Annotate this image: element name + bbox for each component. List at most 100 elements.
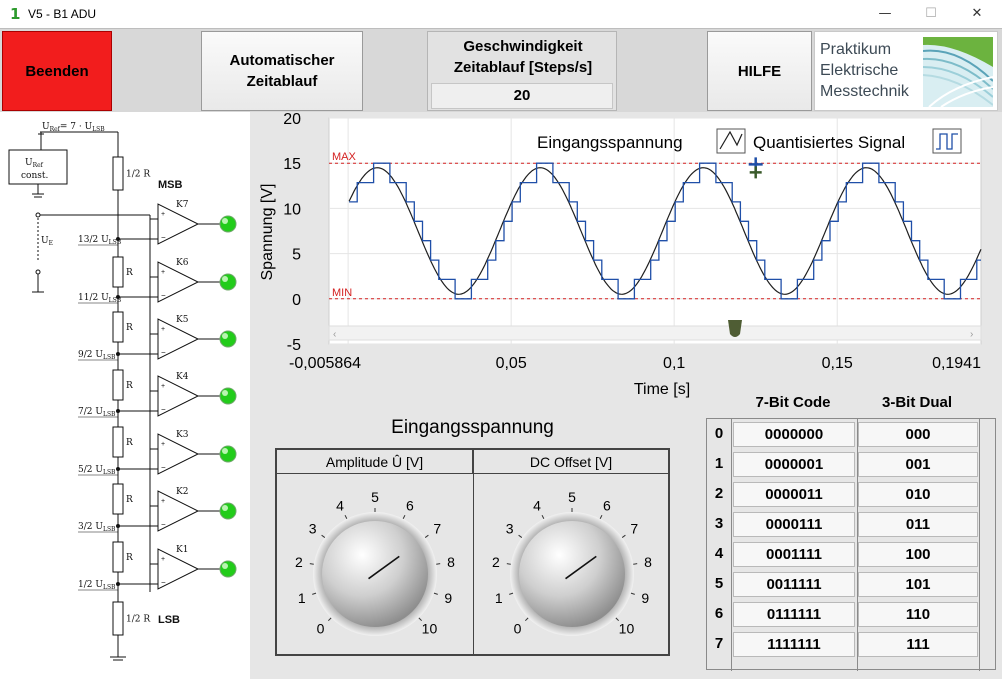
amplitude-scale-label: 7	[433, 521, 441, 537]
input-voltage-series	[348, 167, 982, 295]
app-icon: 1	[10, 5, 21, 23]
table-row: 3 0000111 011	[707, 509, 997, 539]
svg-text:−: −	[161, 578, 166, 587]
amplitude-scale-label: 5	[371, 489, 379, 505]
max-limit-label: MAX	[332, 151, 357, 163]
threshold-label: 7/2 ULSB	[78, 407, 116, 418]
row-index: 2	[714, 485, 724, 502]
threshold-label: 1/2 ULSB	[78, 580, 116, 591]
x-tick-label: -0,005864	[289, 355, 361, 372]
ue-label: UE	[41, 236, 53, 247]
x-tick-label: 0,1941	[932, 355, 981, 372]
amplitude-scale-label: 10	[422, 620, 438, 636]
binary-code-cell: 110	[858, 602, 978, 627]
table-row: 5 0011111 101	[707, 569, 997, 599]
binary-code-cell: 010	[858, 482, 978, 507]
window-title: V5 - B1 ADU	[28, 7, 97, 21]
time-scrollbar[interactable]	[328, 325, 982, 341]
thermometer-code-cell: 0011111	[733, 572, 855, 597]
row-index: 5	[714, 575, 724, 592]
msb-label: MSB	[158, 179, 183, 191]
quit-button-label: Beenden	[25, 62, 89, 80]
thermometer-code-cell: 1111111	[733, 632, 855, 657]
offset-scale-label: 0	[514, 620, 522, 636]
minimize-button[interactable]: —	[878, 6, 892, 21]
resistor-label: R	[126, 495, 133, 505]
led-indicator	[219, 560, 237, 578]
code-table-grid: 0 0000000 000 1 0000001 001 2 0000011 010 3 000011…	[706, 418, 997, 671]
close-button[interactable]: ✕	[971, 6, 983, 21]
svg-text:+: +	[161, 441, 165, 448]
code-table-header-code: 7-Bit Code	[755, 394, 831, 411]
logo-wave-icon	[923, 37, 993, 107]
threshold-label: 3/2 ULSB	[78, 522, 116, 533]
table-row: 7 1111111 111	[707, 629, 997, 659]
control-bar: Beenden Automatischer Zeitablauf Geschwi…	[0, 28, 1002, 112]
quit-button[interactable]: Beenden	[2, 31, 112, 111]
thermometer-code-cell: 0000011	[733, 482, 855, 507]
svg-text:+: +	[161, 498, 165, 505]
svg-text:−: −	[161, 405, 166, 414]
maximize-button[interactable]: ☐	[925, 6, 937, 21]
led-indicator	[219, 502, 237, 520]
auto-timing-button[interactable]: Automatischer Zeitablauf	[201, 31, 363, 111]
speed-label-2: Zeitablauf [Steps/s]	[453, 59, 593, 76]
amplitude-header: Amplitude Û [V]	[277, 450, 473, 474]
quantized-signal-series	[349, 162, 981, 300]
threshold-label: 11/2 ULSB	[78, 293, 122, 304]
min-limit-label: MIN	[332, 287, 352, 299]
svg-text:−: −	[161, 348, 166, 357]
main-panel: URef= 7 · ULSB URef const. UE MSB LSB 1/…	[0, 111, 1002, 679]
svg-text:−: −	[161, 291, 166, 300]
amplitude-scale-label: 4	[336, 497, 344, 513]
binary-code-cell: 000	[858, 422, 978, 447]
resistor-label: 1/2 R	[126, 170, 150, 180]
x-tick-label: 0,05	[496, 355, 527, 372]
speed-label-1: Geschwindigkeit	[463, 38, 583, 55]
comparator-label: K1	[176, 545, 188, 555]
comparator-label: K2	[176, 487, 188, 497]
offset-scale-label: 2	[492, 554, 500, 570]
voltage-graph: MAX MIN ‹ › 20 15 10 5 0 -5 -0,005864 0,05 0,1 0,…	[250, 111, 1002, 402]
logo-line-2: Elektrische	[820, 62, 899, 79]
amplitude-scale-label: 3	[309, 521, 317, 537]
offset-knob[interactable]: 01 2 3 4 5 6 7 8 9 10	[474, 476, 670, 654]
scroll-left-icon[interactable]: ‹	[333, 329, 336, 340]
row-index: 6	[714, 605, 724, 622]
threshold-label: 13/2 ULSB	[78, 235, 122, 246]
offset-scale-label: 5	[568, 489, 576, 505]
comparator-label: K5	[176, 315, 189, 325]
svg-text:+: +	[161, 326, 165, 333]
threshold-label: 9/2 ULSB	[78, 350, 116, 361]
logo-line-1: Praktikum	[820, 41, 892, 58]
scroll-right-icon[interactable]: ›	[970, 329, 973, 340]
led-indicator	[219, 330, 237, 348]
help-button[interactable]: HILFE	[707, 31, 812, 111]
plot-area[interactable]	[328, 117, 982, 345]
comparator-label: K4	[176, 372, 189, 382]
row-index: 1	[714, 455, 724, 472]
row-index: 4	[714, 545, 724, 562]
amplitude-knob[interactable]: 01 2 3 4 5 6 7 8 9 10	[277, 476, 473, 654]
offset-scale-label: 4	[533, 497, 541, 513]
lsb-label: LSB	[158, 614, 180, 626]
legend-input-label: Eingangsspannung	[537, 133, 683, 152]
speed-control: Geschwindigkeit Zeitablauf [Steps/s] 20	[427, 31, 617, 111]
speed-input[interactable]: 20	[431, 83, 613, 109]
led-indicator	[219, 215, 237, 233]
y-axis-label: Spannung [V]	[259, 184, 276, 281]
svg-text:+: +	[161, 211, 165, 218]
table-row: 6 0111111 110	[707, 599, 997, 629]
thermometer-code-cell: 0111111	[733, 602, 855, 627]
amplitude-scale-label: 1	[298, 590, 306, 606]
table-row: 0 0000000 000	[707, 419, 997, 449]
offset-scale-label: 10	[619, 620, 635, 636]
input-cursor-icon[interactable]	[749, 166, 762, 179]
svg-text:−: −	[161, 520, 166, 529]
scroll-thumb[interactable]	[728, 320, 742, 337]
led-indicator	[219, 273, 237, 291]
offset-scale-label: 8	[644, 554, 652, 570]
offset-scale-label: 7	[630, 521, 638, 537]
y-tick-label: 20	[283, 112, 301, 128]
